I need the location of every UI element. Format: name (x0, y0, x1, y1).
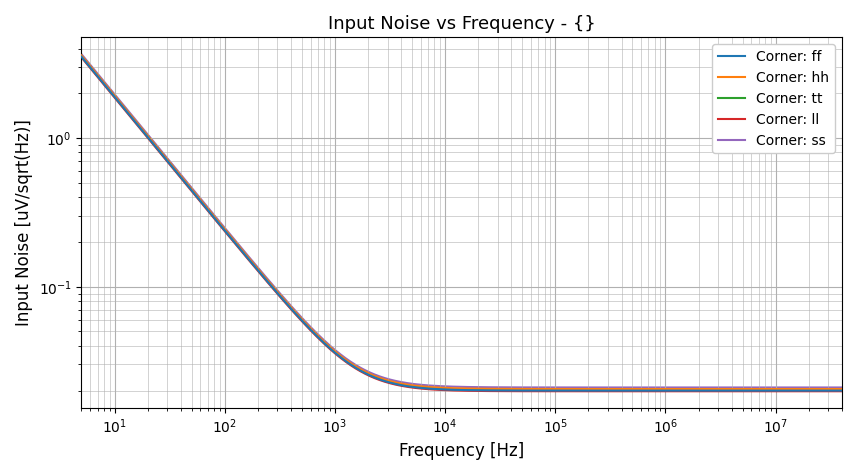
Corner: tt: (78.7, 0.299): tt: (78.7, 0.299) (208, 213, 219, 219)
Line: Corner: hh: Corner: hh (81, 56, 842, 389)
Corner: hh: (1.31e+07, 0.0205): hh: (1.31e+07, 0.0205) (783, 386, 794, 392)
Line: Corner: ff: Corner: ff (81, 57, 842, 390)
Corner: tt: (30.6, 0.697): tt: (30.6, 0.697) (163, 159, 173, 164)
Corner: ss: (30.6, 0.717): ss: (30.6, 0.717) (163, 157, 173, 162)
Line: Corner: ss: Corner: ss (81, 54, 842, 388)
Corner: ss: (78.7, 0.307): ss: (78.7, 0.307) (208, 211, 219, 217)
Corner: ff: (5, 3.52): ff: (5, 3.52) (76, 54, 87, 59)
Corner: ff: (1.36e+07, 0.02): ff: (1.36e+07, 0.02) (785, 388, 795, 393)
Corner: ll: (2.94e+07, 0.0198): ll: (2.94e+07, 0.0198) (822, 389, 832, 394)
Corner: ll: (5, 3.49): ll: (5, 3.49) (76, 55, 87, 60)
Corner: ss: (4.42e+03, 0.0225): ss: (4.42e+03, 0.0225) (401, 380, 411, 386)
Corner: hh: (2.22e+03, 0.0253): hh: (2.22e+03, 0.0253) (368, 372, 378, 378)
Corner: ff: (2.22e+03, 0.0248): ff: (2.22e+03, 0.0248) (368, 374, 378, 380)
Corner: ss: (2.22e+03, 0.0259): ss: (2.22e+03, 0.0259) (368, 371, 378, 377)
Corner: ss: (4e+07, 0.021): ss: (4e+07, 0.021) (836, 385, 847, 390)
Corner: hh: (4.42e+03, 0.022): hh: (4.42e+03, 0.022) (401, 381, 411, 387)
Corner: ll: (78.7, 0.293): ll: (78.7, 0.293) (208, 215, 219, 220)
Corner: ss: (5.28e+06, 0.021): ss: (5.28e+06, 0.021) (740, 385, 750, 390)
Legend: Corner: ff, Corner: hh, Corner: tt, Corner: ll, Corner: ss: Corner: ff, Corner: hh, Corner: tt, Corn… (712, 44, 835, 153)
Corner: ff: (4.42e+03, 0.0215): ff: (4.42e+03, 0.0215) (401, 383, 411, 389)
Corner: ll: (30.6, 0.683): ll: (30.6, 0.683) (163, 160, 173, 165)
Corner: ss: (5, 3.66): ss: (5, 3.66) (76, 51, 87, 57)
Corner: tt: (2.22e+03, 0.025): tt: (2.22e+03, 0.025) (368, 373, 378, 379)
Corner: ff: (2.94e+07, 0.02): ff: (2.94e+07, 0.02) (822, 388, 832, 393)
Corner: ll: (4.42e+03, 0.0213): ll: (4.42e+03, 0.0213) (401, 384, 411, 389)
Corner: ll: (2.22e+03, 0.0245): ll: (2.22e+03, 0.0245) (368, 375, 378, 380)
Corner: ss: (1.28e+07, 0.021): ss: (1.28e+07, 0.021) (782, 385, 793, 390)
Corner: tt: (5.28e+06, 0.0202): tt: (5.28e+06, 0.0202) (740, 387, 750, 393)
Corner: ff: (5.28e+06, 0.02): ff: (5.28e+06, 0.02) (740, 388, 750, 393)
Corner: ff: (4e+07, 0.02): ff: (4e+07, 0.02) (836, 388, 847, 393)
Line: Corner: ll: Corner: ll (81, 57, 842, 391)
Corner: ss: (2.94e+07, 0.021): ss: (2.94e+07, 0.021) (822, 385, 832, 390)
Corner: hh: (5.28e+06, 0.0205): hh: (5.28e+06, 0.0205) (740, 386, 750, 392)
Line: Corner: tt: Corner: tt (81, 56, 842, 390)
Corner: ff: (78.7, 0.296): ff: (78.7, 0.296) (208, 214, 219, 219)
Y-axis label: Input Noise [uV/sqrt(Hz)]: Input Noise [uV/sqrt(Hz)] (15, 119, 33, 326)
Corner: hh: (4e+07, 0.0205): hh: (4e+07, 0.0205) (836, 386, 847, 392)
Corner: tt: (2.94e+07, 0.0202): tt: (2.94e+07, 0.0202) (822, 387, 832, 393)
Corner: tt: (4e+07, 0.0202): tt: (4e+07, 0.0202) (836, 387, 847, 393)
Corner: tt: (5, 3.56): tt: (5, 3.56) (76, 53, 87, 59)
Corner: tt: (1.35e+07, 0.0202): tt: (1.35e+07, 0.0202) (785, 387, 795, 393)
Corner: ll: (1.39e+07, 0.0198): ll: (1.39e+07, 0.0198) (786, 389, 796, 394)
Corner: tt: (4.42e+03, 0.0217): tt: (4.42e+03, 0.0217) (401, 382, 411, 388)
Title: Input Noise vs Frequency - {}: Input Noise vs Frequency - {} (328, 15, 596, 33)
X-axis label: Frequency [Hz]: Frequency [Hz] (399, 442, 524, 460)
Corner: hh: (2.94e+07, 0.0205): hh: (2.94e+07, 0.0205) (822, 386, 832, 392)
Corner: hh: (78.7, 0.302): hh: (78.7, 0.302) (208, 213, 219, 219)
Corner: ll: (5.28e+06, 0.0198): ll: (5.28e+06, 0.0198) (740, 389, 750, 394)
Corner: ff: (30.6, 0.69): ff: (30.6, 0.69) (163, 159, 173, 165)
Corner: ll: (4e+07, 0.0198): ll: (4e+07, 0.0198) (836, 389, 847, 394)
Corner: hh: (30.6, 0.704): hh: (30.6, 0.704) (163, 158, 173, 163)
Corner: hh: (5, 3.59): hh: (5, 3.59) (76, 53, 87, 58)
